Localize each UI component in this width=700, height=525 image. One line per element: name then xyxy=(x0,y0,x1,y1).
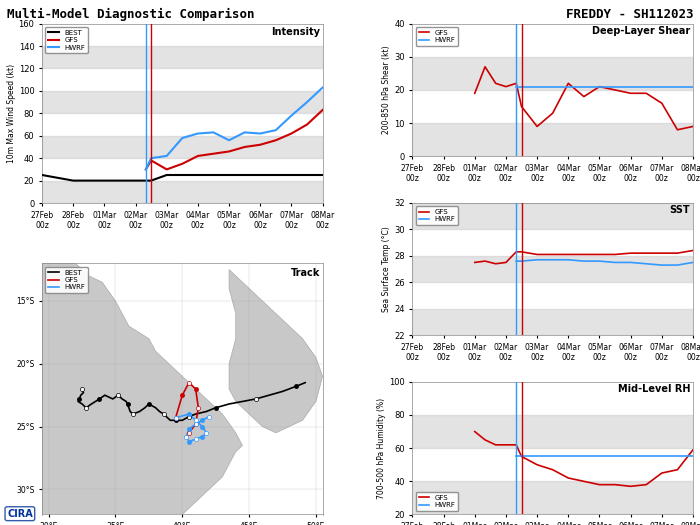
Bar xyxy=(412,256,693,282)
Text: FREDDY - SH112023: FREDDY - SH112023 xyxy=(566,8,693,21)
Text: Intensity: Intensity xyxy=(271,27,320,37)
Bar xyxy=(42,91,323,113)
Polygon shape xyxy=(42,264,242,514)
Bar xyxy=(412,481,693,514)
Legend: BEST, GFS, HWRF: BEST, GFS, HWRF xyxy=(46,267,88,293)
Y-axis label: Sea Surface Temp (°C): Sea Surface Temp (°C) xyxy=(382,226,391,312)
Bar xyxy=(412,57,693,90)
Legend: GFS, HWRF: GFS, HWRF xyxy=(416,206,458,225)
Text: Deep-Layer Shear: Deep-Layer Shear xyxy=(592,26,690,36)
Text: SST: SST xyxy=(670,205,690,215)
Bar xyxy=(42,46,323,68)
Bar xyxy=(412,309,693,335)
Text: CIRA: CIRA xyxy=(7,509,33,519)
Bar xyxy=(412,203,693,229)
Polygon shape xyxy=(229,270,323,433)
Legend: GFS, HWRF: GFS, HWRF xyxy=(416,27,458,46)
Legend: GFS, HWRF: GFS, HWRF xyxy=(416,492,458,511)
Y-axis label: 10m Max Wind Speed (kt): 10m Max Wind Speed (kt) xyxy=(7,64,15,163)
Text: Mid-Level RH: Mid-Level RH xyxy=(617,384,690,394)
Bar xyxy=(42,181,323,203)
Bar xyxy=(412,123,693,156)
Y-axis label: 700-500 hPa Humidity (%): 700-500 hPa Humidity (%) xyxy=(377,397,386,499)
Legend: BEST, GFS, HWRF: BEST, GFS, HWRF xyxy=(46,27,88,54)
Bar xyxy=(42,136,323,158)
Y-axis label: 200-850 hPa Shear (kt): 200-850 hPa Shear (kt) xyxy=(382,46,391,134)
Bar xyxy=(412,415,693,448)
Text: Track: Track xyxy=(290,268,320,278)
Text: Multi-Model Diagnostic Comparison: Multi-Model Diagnostic Comparison xyxy=(7,8,255,21)
